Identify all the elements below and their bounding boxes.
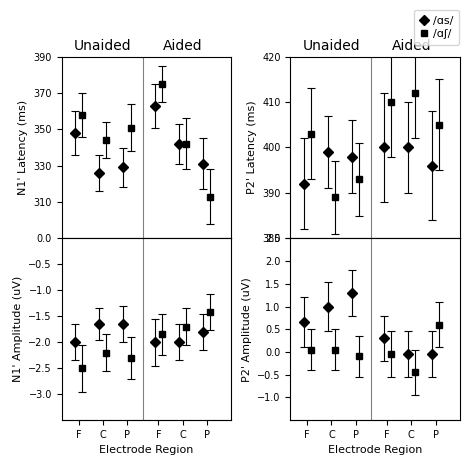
Text: Unaided: Unaided (74, 39, 132, 53)
Legend: /ɑs/, /ɑʃ/: /ɑs/, /ɑʃ/ (414, 10, 459, 45)
Text: Unaided: Unaided (303, 39, 360, 53)
X-axis label: Electrode Region: Electrode Region (328, 446, 422, 455)
Y-axis label: N1' Amplitude (uV): N1' Amplitude (uV) (13, 276, 23, 382)
Y-axis label: P2' Latency (ms): P2' Latency (ms) (246, 101, 256, 194)
Y-axis label: P2' Amplitude (uV): P2' Amplitude (uV) (242, 277, 252, 381)
Text: Aided: Aided (392, 39, 431, 53)
X-axis label: Electrode Region: Electrode Region (99, 446, 193, 455)
Y-axis label: N1' Latency (ms): N1' Latency (ms) (18, 100, 28, 195)
Text: Aided: Aided (163, 39, 202, 53)
